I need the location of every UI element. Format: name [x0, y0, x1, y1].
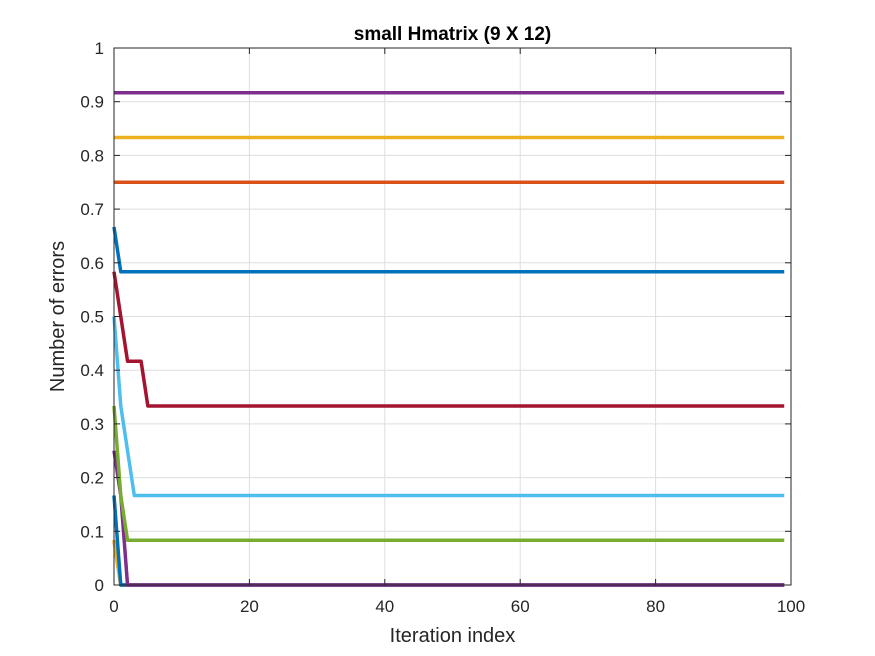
y-tick-label: 0.1	[80, 522, 104, 541]
y-tick-label: 0.5	[80, 308, 104, 327]
x-tick-label: 80	[646, 597, 665, 616]
x-axis-label: Iteration index	[390, 625, 516, 647]
series-line-4	[112, 226, 785, 274]
grid	[114, 48, 791, 585]
y-tick-label: 0.3	[80, 415, 104, 434]
y-tick-label: 0.8	[80, 146, 104, 165]
y-tick-label: 0	[95, 576, 104, 595]
y-tick-label: 0.2	[80, 469, 104, 488]
ticks: 0 20 40 60 80 100 0 0.1 0.2 0.3 0.4 0.5 0.6 0.7 0.8 0.9…	[80, 39, 805, 616]
y-tick-label: 0.4	[80, 361, 104, 380]
x-tick-label: 20	[240, 597, 259, 616]
series-line-7	[112, 405, 785, 543]
x-tick-label: 60	[511, 597, 530, 616]
y-tick-label: 0.6	[80, 254, 104, 273]
y-tick-label: 0.7	[80, 200, 104, 219]
y-tick-label: 1	[95, 39, 104, 58]
series-line-6	[112, 316, 785, 498]
x-tick-label: 0	[109, 597, 118, 616]
series-line-5	[112, 271, 785, 408]
x-tick-label: 100	[777, 597, 805, 616]
x-tick-label: 40	[375, 597, 394, 616]
y-tick-label: 0.9	[80, 93, 104, 112]
y-axis-label: Number of errors	[47, 241, 69, 392]
chart-title: small Hmatrix (9 X 12)	[354, 24, 551, 45]
